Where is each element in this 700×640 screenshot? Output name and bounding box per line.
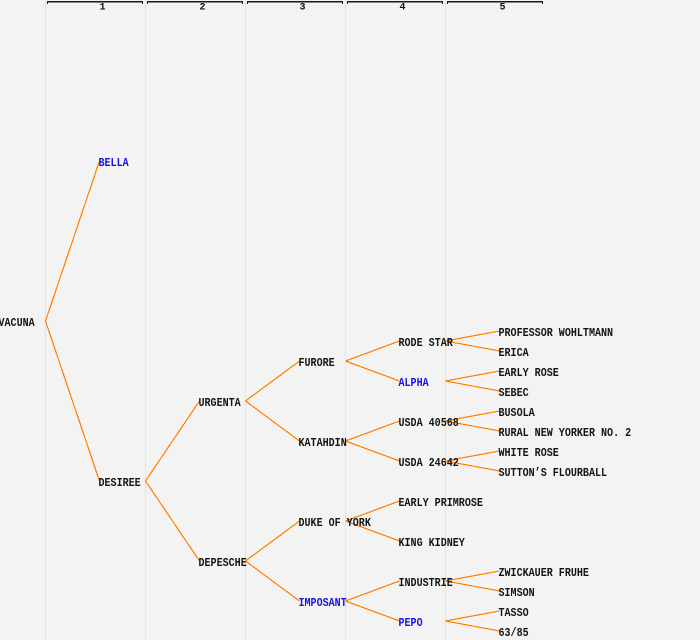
svg-text:KING KIDNEY: KING KIDNEY bbox=[399, 537, 466, 550]
svg-text:USDA 40568: USDA 40568 bbox=[399, 417, 460, 430]
svg-text:IMPOSANT: IMPOSANT bbox=[299, 597, 348, 610]
svg-text:ALPHA: ALPHA bbox=[399, 377, 429, 390]
svg-text:5: 5 bbox=[499, 2, 505, 13]
svg-text:SEBEC: SEBEC bbox=[499, 387, 529, 400]
svg-text:ZWICKAUER FRUHE: ZWICKAUER FRUHE bbox=[499, 567, 590, 580]
svg-text:PROFESSOR WOHLTMANN: PROFESSOR WOHLTMANN bbox=[499, 327, 614, 340]
svg-text:SIMSON: SIMSON bbox=[499, 587, 535, 600]
svg-text:63/85: 63/85 bbox=[499, 627, 529, 640]
svg-text:TASSO: TASSO bbox=[499, 607, 529, 620]
svg-text:SUTTON’S FLOURBALL: SUTTON’S FLOURBALL bbox=[499, 467, 608, 480]
svg-text:URGENTA: URGENTA bbox=[199, 397, 242, 410]
svg-text:USDA 24642: USDA 24642 bbox=[399, 457, 459, 470]
svg-text:BUSOLA: BUSOLA bbox=[499, 407, 536, 420]
svg-text:1: 1 bbox=[99, 2, 105, 13]
svg-text:EARLY ROSE: EARLY ROSE bbox=[499, 367, 560, 380]
svg-text:DESIREE: DESIREE bbox=[99, 477, 142, 490]
svg-text:DUKE OF YORK: DUKE OF YORK bbox=[299, 517, 372, 530]
svg-text:WHITE ROSE: WHITE ROSE bbox=[499, 447, 560, 460]
svg-text:DEPESCHE: DEPESCHE bbox=[199, 557, 248, 570]
svg-text:FURORE: FURORE bbox=[299, 357, 336, 370]
svg-text:RODE STAR: RODE STAR bbox=[399, 337, 454, 350]
svg-text:BELLA: BELLA bbox=[99, 157, 129, 170]
svg-text:4: 4 bbox=[399, 2, 405, 13]
svg-text:3: 3 bbox=[299, 2, 305, 13]
svg-text:PEPO: PEPO bbox=[399, 617, 423, 630]
svg-text:INDUSTRIE: INDUSTRIE bbox=[399, 577, 454, 590]
svg-text:EARLY PRIMROSE: EARLY PRIMROSE bbox=[399, 497, 484, 510]
svg-text:RURAL NEW YORKER NO. 2: RURAL NEW YORKER NO. 2 bbox=[499, 427, 632, 440]
svg-text:2: 2 bbox=[199, 2, 205, 13]
svg-text:KATAHDIN: KATAHDIN bbox=[299, 437, 347, 450]
svg-text:ERICA: ERICA bbox=[499, 347, 529, 360]
svg-text:VACUNA: VACUNA bbox=[0, 317, 35, 330]
